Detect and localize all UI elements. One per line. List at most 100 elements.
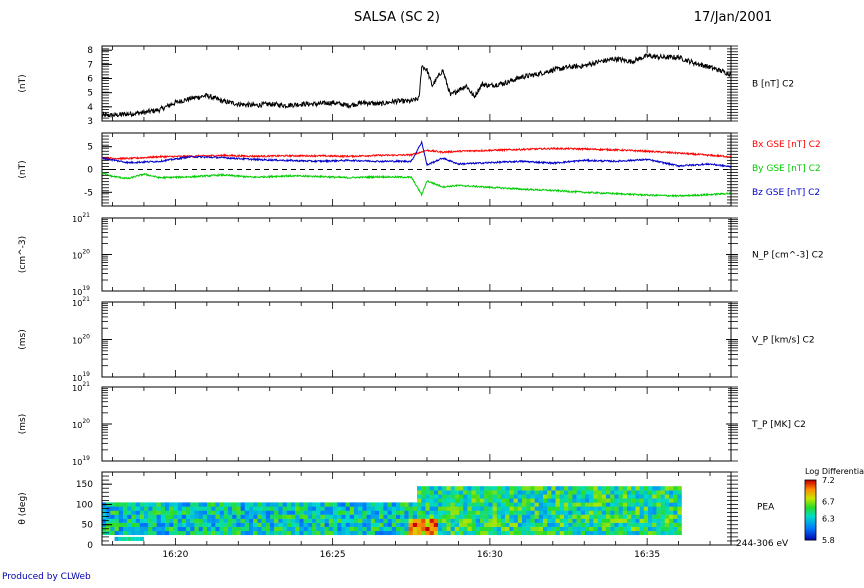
heatmap-cell xyxy=(244,502,250,507)
colorbar-segment xyxy=(805,533,816,535)
heatmap-cell xyxy=(454,530,460,536)
heatmap-cell xyxy=(601,498,607,503)
heatmap-cell xyxy=(471,494,476,499)
heatmap-cell xyxy=(375,518,380,523)
heatmap-cell xyxy=(362,530,367,536)
heatmap-cell xyxy=(572,510,577,515)
heatmap-cell xyxy=(198,522,203,527)
heatmap-cell xyxy=(618,514,623,519)
heatmap-cell xyxy=(580,498,586,503)
heatmap-cell xyxy=(442,490,447,495)
heatmap-cell xyxy=(618,526,623,532)
heatmap-cell xyxy=(673,502,678,507)
heatmap-cell xyxy=(618,510,623,515)
heatmap-cell xyxy=(564,498,569,503)
heatmap-cell xyxy=(127,518,132,523)
heatmap-cell xyxy=(156,506,161,511)
heatmap-cell xyxy=(492,510,497,515)
colorbar-segment xyxy=(805,538,816,540)
pea-y-tick-label: 100 xyxy=(76,500,93,510)
heatmap-cell xyxy=(530,506,535,511)
heatmap-cell xyxy=(291,530,296,536)
heatmap-cell xyxy=(144,506,149,511)
heatmap-cell xyxy=(417,518,422,523)
heatmap-cell xyxy=(173,506,178,511)
heatmap-cell xyxy=(526,518,531,523)
heatmap-cell xyxy=(282,502,287,507)
heatmap-cell xyxy=(614,506,619,511)
pea-energy-label: 244-306 eV xyxy=(736,539,789,549)
heatmap-cell xyxy=(278,502,283,507)
heatmap-cell xyxy=(148,510,153,515)
heatmap-cell xyxy=(484,526,489,532)
heatmap-cell xyxy=(564,506,569,511)
heatmap-cell xyxy=(509,514,514,519)
heatmap-cell xyxy=(341,506,346,511)
heatmap-cell xyxy=(454,486,460,491)
heatmap-cell xyxy=(551,518,556,523)
heatmap-cell xyxy=(198,506,203,511)
heatmap-cell xyxy=(664,530,670,536)
heatmap-cell xyxy=(354,514,359,519)
heatmap-cell xyxy=(429,490,434,495)
heatmap-cell xyxy=(425,498,430,503)
heatmap-cell xyxy=(249,506,254,511)
heatmap-cell xyxy=(564,490,569,495)
heatmap-cell xyxy=(429,522,434,527)
heatmap-cell xyxy=(660,526,665,532)
heatmap-cell xyxy=(601,506,607,511)
colorbar-segment xyxy=(805,493,816,495)
heatmap-cell xyxy=(631,490,636,495)
heatmap-cell xyxy=(564,502,569,507)
heatmap-cell xyxy=(442,526,447,532)
colorbar-segment xyxy=(805,502,816,504)
heatmap-cell xyxy=(446,526,451,532)
heatmap-cell xyxy=(643,498,649,503)
heatmap-cell xyxy=(467,514,472,519)
heatmap-cell xyxy=(551,486,556,491)
heatmap-cell xyxy=(648,486,653,491)
heatmap-cell xyxy=(618,518,623,523)
heatmap-cell xyxy=(391,526,397,532)
heatmap-cell xyxy=(589,510,594,515)
tp-minor-ticks xyxy=(102,386,738,462)
heatmap-cell xyxy=(559,490,565,495)
heatmap-cell xyxy=(601,514,607,519)
colorbar-segment xyxy=(805,491,816,493)
heatmap-cell xyxy=(551,498,556,503)
heatmap-cell xyxy=(307,518,313,523)
colorbar-segment xyxy=(805,484,816,486)
heatmap-cell xyxy=(589,498,594,503)
heatmap-cell xyxy=(471,498,476,503)
credit-text: Produced by CLWeb xyxy=(2,572,91,582)
heatmap-cell xyxy=(358,518,363,523)
heatmap-cell xyxy=(429,526,434,532)
heatmap-cell xyxy=(522,510,527,515)
heatmap-cell xyxy=(513,518,518,523)
heatmap-cell xyxy=(177,522,182,527)
heatmap-cell xyxy=(664,514,670,519)
heatmap-cell xyxy=(202,530,208,536)
heatmap-cell xyxy=(408,510,413,515)
heatmap-cell xyxy=(580,502,586,507)
heatmap-cell xyxy=(261,526,266,532)
heatmap-cell xyxy=(354,510,359,515)
heatmap-cell xyxy=(585,506,590,511)
heatmap-cell xyxy=(547,502,552,507)
heatmap-cell xyxy=(274,530,279,536)
heatmap-cell xyxy=(387,522,392,527)
heatmap-cell xyxy=(643,502,649,507)
heatmap-cell xyxy=(597,510,602,515)
by-line xyxy=(101,172,732,198)
heatmap-cell xyxy=(320,502,325,507)
heatmap-cell xyxy=(265,510,271,515)
heatmap-cell xyxy=(211,518,216,523)
heatmap-cell xyxy=(211,530,216,536)
heatmap-cell xyxy=(123,530,128,536)
heatmap-cell xyxy=(433,518,439,523)
heatmap-cell xyxy=(253,510,258,515)
heatmap-cell xyxy=(664,518,670,523)
heatmap-cell xyxy=(471,518,476,523)
heatmap-cell xyxy=(467,486,472,491)
heatmap-cell xyxy=(349,506,355,511)
